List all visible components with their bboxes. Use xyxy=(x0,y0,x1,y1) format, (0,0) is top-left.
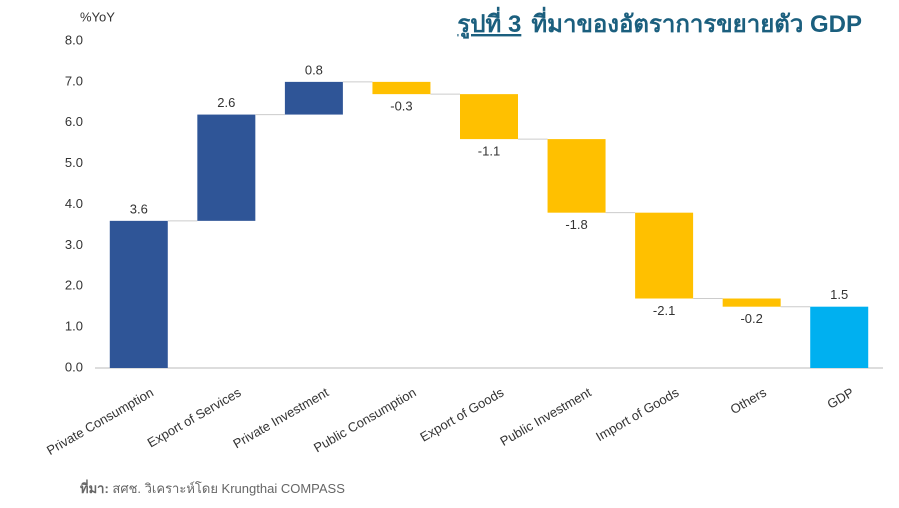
data-label: -1.8 xyxy=(565,217,587,232)
figure-label: รูปที่ 3 xyxy=(457,6,521,39)
bar xyxy=(197,114,256,221)
x-tick-label: Private Consumption xyxy=(44,385,156,458)
source-note: ที่มา: สศช. วิเคราะห์โดย Krungthai COMPA… xyxy=(80,479,345,496)
bar xyxy=(635,212,694,299)
x-tick-label: Import of Goods xyxy=(593,384,682,444)
data-label: -1.1 xyxy=(478,144,500,159)
bar xyxy=(372,81,431,95)
source: สศช. วิเคราะห์โดย Krungthai COMPASS xyxy=(109,481,345,496)
y-tick-label: 3.0 xyxy=(65,237,83,252)
bar xyxy=(722,298,781,307)
data-label: -0.2 xyxy=(740,311,762,326)
y-tick-label: 5.0 xyxy=(65,155,83,170)
y-tick-label: 1.0 xyxy=(65,319,83,334)
y-tick-label: 8.0 xyxy=(65,32,83,47)
y-tick-label: 0.0 xyxy=(65,359,83,374)
x-tick-label: GDP xyxy=(825,385,857,412)
y-tick-label: 6.0 xyxy=(65,114,83,129)
source-label: ที่มา: xyxy=(80,479,109,496)
data-label: 2.6 xyxy=(217,95,235,110)
bar xyxy=(810,306,869,368)
y-tick-label: 4.0 xyxy=(65,196,83,211)
data-label: 1.5 xyxy=(830,287,848,302)
chart-title: ที่มาของอัตราการขยายตัว GDP xyxy=(531,6,862,38)
bar xyxy=(547,139,606,213)
data-label: -2.1 xyxy=(653,303,675,318)
chart-title-group: รูปที่ 3 ที่มาของอัตราการขยายตัว GDP xyxy=(457,6,862,39)
y-tick-label: 7.0 xyxy=(65,73,83,88)
y-axis-label: %YoY xyxy=(80,9,115,24)
bar xyxy=(460,94,518,140)
x-tick-label: Export of Goods xyxy=(417,384,506,444)
x-tick-label: Others xyxy=(728,384,770,417)
y-tick-label: 2.0 xyxy=(65,278,83,293)
bar xyxy=(109,220,168,368)
x-tick-label: Export of Services xyxy=(145,384,244,450)
data-label: 0.8 xyxy=(305,62,323,77)
data-label: 3.6 xyxy=(130,201,148,216)
bar xyxy=(284,81,343,115)
data-label: -0.3 xyxy=(390,99,412,114)
x-tick-label: Public Investment xyxy=(497,384,594,448)
